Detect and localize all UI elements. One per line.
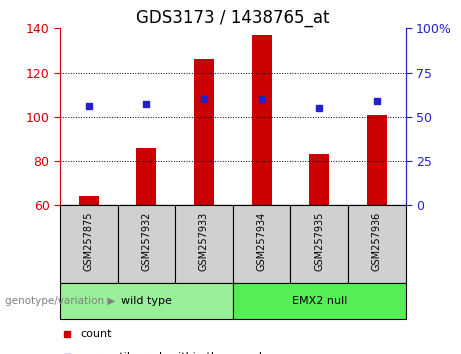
Text: GSM257934: GSM257934 <box>257 212 266 271</box>
Text: GSM257875: GSM257875 <box>84 212 94 271</box>
Text: GSM257935: GSM257935 <box>314 212 324 271</box>
Text: genotype/variation ▶: genotype/variation ▶ <box>5 296 115 306</box>
Title: GDS3173 / 1438765_at: GDS3173 / 1438765_at <box>136 9 330 27</box>
Bar <box>233 283 406 319</box>
Bar <box>194 59 214 205</box>
Bar <box>290 205 348 283</box>
Bar <box>252 35 272 205</box>
Bar <box>175 205 233 283</box>
Bar <box>348 205 406 283</box>
Text: GSM257933: GSM257933 <box>199 212 209 271</box>
Bar <box>79 196 99 205</box>
Text: GSM257936: GSM257936 <box>372 212 382 271</box>
Text: wild type: wild type <box>121 296 172 306</box>
Text: percentile rank within the sample: percentile rank within the sample <box>81 352 269 354</box>
Bar <box>233 205 290 283</box>
Text: count: count <box>81 329 112 339</box>
Bar <box>60 283 233 319</box>
Bar <box>136 148 156 205</box>
Text: EMX2 null: EMX2 null <box>291 296 347 306</box>
Bar <box>60 205 118 283</box>
Text: GSM257932: GSM257932 <box>142 212 151 271</box>
Bar <box>367 115 387 205</box>
Bar <box>118 205 175 283</box>
Bar <box>309 154 329 205</box>
